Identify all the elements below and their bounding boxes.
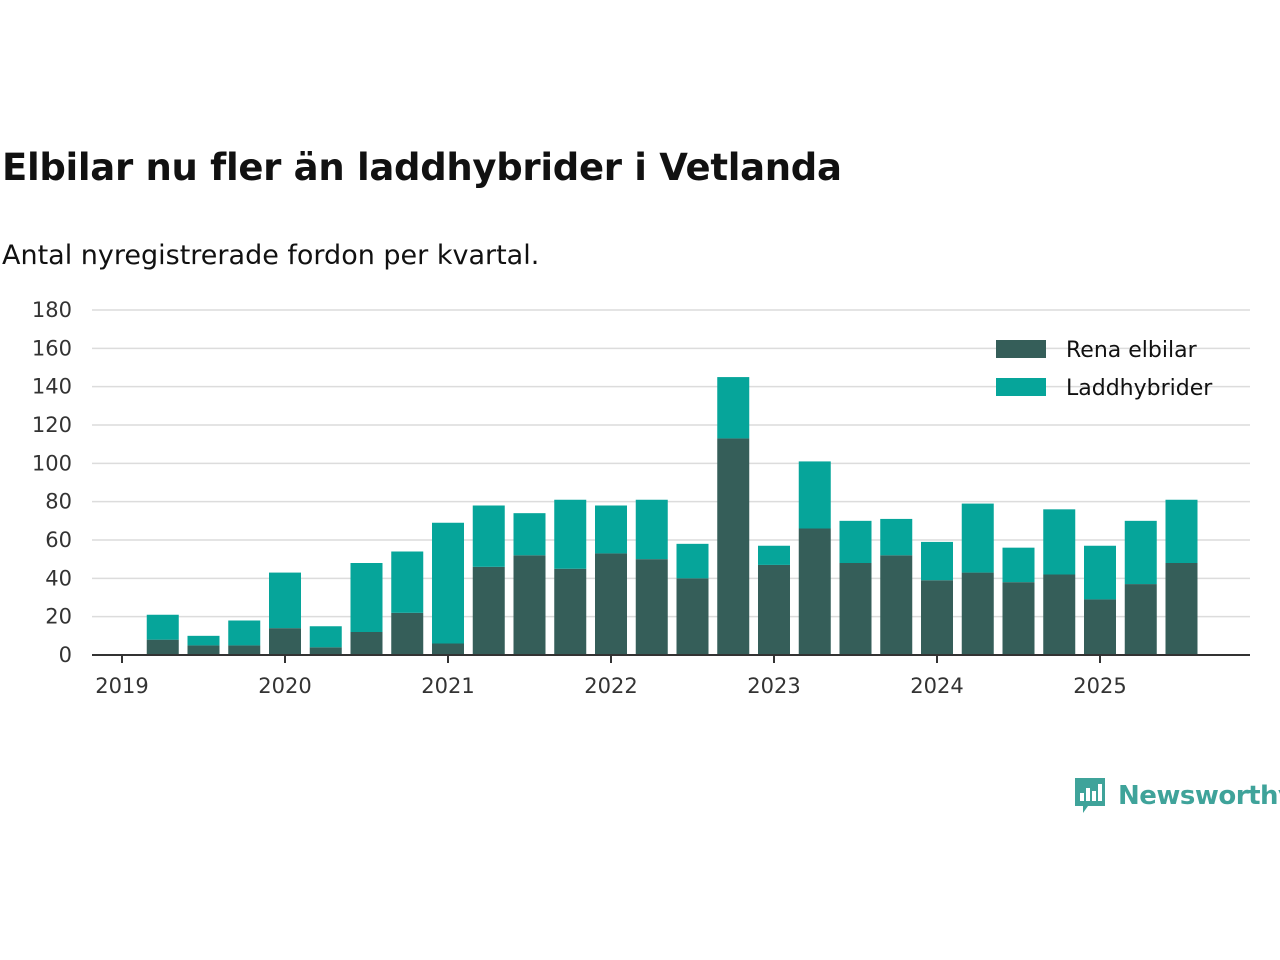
y-tick-label: 0 (59, 643, 72, 667)
bar-laddhybrider-2021-Q2 (472, 505, 505, 567)
bars (146, 377, 1198, 655)
brand-logo: Newsworthy (1072, 776, 1280, 816)
bar-laddhybrider-2025-Q2 (1124, 520, 1157, 585)
bar-elbilar-2020-Q1 (269, 628, 301, 655)
x-tick-label: 2024 (910, 674, 963, 698)
newsworthy-logo-icon (1075, 778, 1105, 813)
y-tick-label: 60 (45, 528, 72, 552)
y-tick-label: 100 (32, 451, 72, 475)
x-tick-label: 2025 (1073, 674, 1126, 698)
legend: Rena elbilar Laddhybrider (996, 338, 1213, 401)
x-tick-label: 2021 (421, 674, 474, 698)
bar-laddhybrider-2019-Q4 (228, 620, 261, 646)
bar-elbilar-2020-Q2 (309, 647, 342, 655)
bar-elbilar-2022-Q3 (676, 578, 709, 655)
bar-elbilar-2023-Q3 (839, 563, 872, 655)
x-tick-label: 2020 (258, 674, 311, 698)
bar-elbilar-2024-Q4 (1043, 574, 1076, 655)
bar-elbilar-2024-Q2 (961, 572, 994, 655)
bar-elbilar-2022-Q4 (717, 438, 750, 655)
bar-elbilar-2022-Q2 (635, 559, 668, 655)
bar-laddhybrider-2023-Q1 (758, 545, 790, 565)
y-tick-label: 80 (45, 490, 72, 514)
bar-laddhybrider-2019-Q3 (187, 635, 220, 646)
x-tick-label: 2019 (95, 674, 148, 698)
bar-laddhybrider-2024-Q2 (961, 503, 994, 573)
bar-elbilar-2025-Q3 (1165, 563, 1198, 655)
bar-elbilar-2025-Q1 (1084, 599, 1116, 655)
axes: 0 20 40 60 80 100 120 140 160 180 2019 2020 2021 2022… (32, 298, 1250, 698)
bar-elbilar-2021-Q2 (472, 566, 505, 655)
bar-laddhybrider-2020-Q4 (391, 551, 424, 613)
x-tick-label: 2023 (747, 674, 800, 698)
bar-elbilar-2023-Q2 (798, 528, 831, 655)
bar-laddhybrider-2024-Q4 (1043, 509, 1076, 575)
chart-subtitle: Antal nyregistrerade fordon per kvartal. (2, 240, 540, 271)
bar-elbilar-2021-Q4 (554, 568, 587, 655)
bar-elbilar-2024-Q3 (1002, 582, 1035, 655)
bar-laddhybrider-2020-Q3 (350, 563, 383, 632)
bar-laddhybrider-2021-Q3 (513, 513, 546, 556)
legend-label-elbilar: Rena elbilar (1066, 338, 1198, 363)
bar-elbilar-2023-Q1 (758, 564, 790, 655)
bar-laddhybrider-2025-Q3 (1165, 499, 1198, 563)
x-tick-label: 2022 (584, 674, 637, 698)
y-tick-label: 40 (45, 566, 72, 590)
legend-swatch-elbilar (996, 340, 1046, 358)
bar-laddhybrider-2022-Q3 (676, 543, 709, 579)
bar-elbilar-2022-Q1 (595, 553, 627, 655)
bar-laddhybrider-2023-Q4 (880, 518, 913, 556)
y-tick-label: 160 (32, 336, 72, 360)
bar-elbilar-2020-Q3 (350, 632, 383, 655)
brand-name: Newsworthy (1118, 781, 1280, 811)
bar-elbilar-2019-Q3 (187, 645, 220, 655)
bar-laddhybrider-2022-Q1 (595, 505, 627, 554)
bar-laddhybrider-2024-Q1 (921, 541, 953, 581)
legend-swatch-laddhybrider (996, 378, 1046, 396)
bar-laddhybrider-2020-Q1 (269, 572, 301, 629)
bar-elbilar-2021-Q1 (432, 643, 464, 655)
y-tick-label: 180 (32, 298, 72, 322)
y-tick-label: 140 (32, 375, 72, 399)
chart-title: Elbilar nu fler än laddhybrider i Vetlan… (2, 146, 842, 189)
bar-laddhybrider-2025-Q1 (1084, 545, 1116, 600)
bar-laddhybrider-2021-Q1 (432, 522, 464, 644)
bar-elbilar-2019-Q4 (228, 645, 261, 655)
bar-laddhybrider-2023-Q3 (839, 520, 872, 563)
bar-elbilar-2020-Q4 (391, 612, 424, 655)
bar-elbilar-2024-Q1 (921, 580, 953, 655)
bar-laddhybrider-2020-Q2 (309, 626, 342, 648)
legend-label-laddhybrider: Laddhybrider (1066, 376, 1213, 401)
bar-elbilar-2025-Q2 (1124, 584, 1157, 655)
bar-elbilar-2023-Q4 (880, 555, 913, 655)
y-tick-label: 120 (32, 413, 72, 437)
bar-elbilar-2019-Q2 (146, 639, 179, 655)
bar-laddhybrider-2019-Q2 (146, 614, 179, 640)
bar-laddhybrider-2022-Q2 (635, 499, 668, 560)
stacked-bar-chart: 0 20 40 60 80 100 120 140 160 180 2019 2020 2021 2022… (32, 298, 1250, 698)
bar-laddhybrider-2021-Q4 (554, 499, 587, 569)
bar-laddhybrider-2023-Q2 (798, 461, 831, 529)
bar-laddhybrider-2022-Q4 (717, 377, 750, 439)
bar-elbilar-2021-Q3 (513, 555, 546, 655)
y-tick-label: 20 (45, 605, 72, 629)
bar-laddhybrider-2024-Q3 (1002, 547, 1035, 583)
